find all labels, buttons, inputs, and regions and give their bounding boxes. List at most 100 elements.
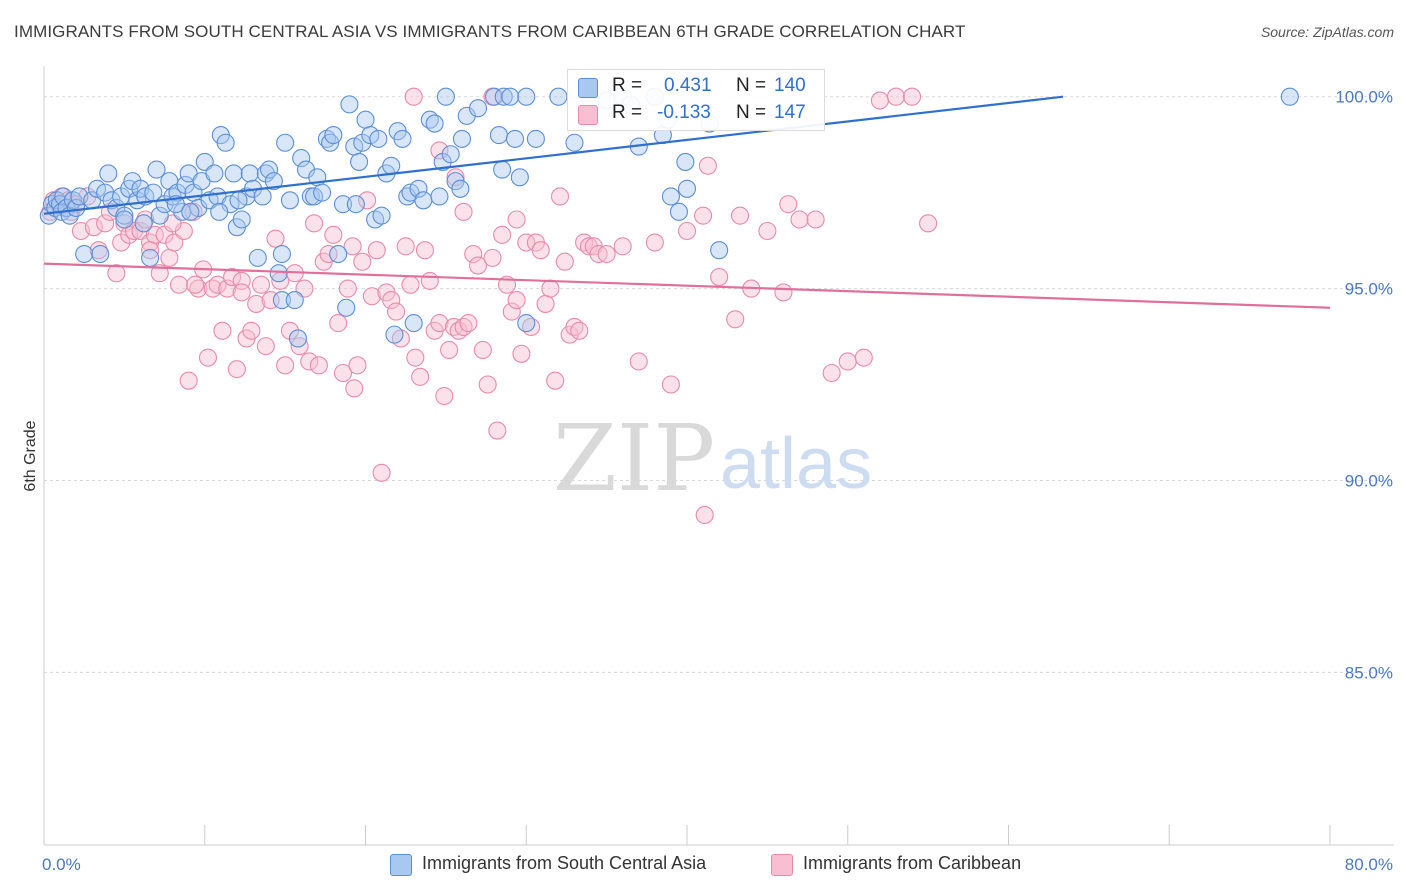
data-point-caribbean bbox=[96, 214, 115, 233]
data-point-south-central-asia bbox=[269, 264, 288, 283]
data-point-caribbean bbox=[454, 202, 473, 221]
data-point-caribbean bbox=[150, 264, 169, 283]
data-point-caribbean bbox=[343, 237, 362, 256]
data-point-south-central-asia bbox=[565, 133, 584, 152]
legend-r-value: 0.431 bbox=[664, 75, 712, 96]
data-point-south-central-asia bbox=[393, 129, 412, 148]
data-point-caribbean bbox=[629, 352, 648, 371]
data-point-south-central-asia bbox=[369, 129, 388, 148]
legend-n-label: N = bbox=[736, 75, 767, 96]
data-point-caribbean bbox=[790, 210, 809, 229]
legend-n-value: 140 bbox=[774, 75, 806, 96]
data-point-caribbean bbox=[507, 291, 526, 310]
data-point-south-central-asia bbox=[280, 191, 299, 210]
series-legend: Immigrants from South Central Asia Immig… bbox=[0, 852, 1406, 878]
data-point-caribbean bbox=[536, 294, 555, 313]
data-point-caribbean bbox=[160, 248, 179, 267]
data-point-caribbean bbox=[218, 279, 237, 298]
data-point-caribbean bbox=[478, 375, 497, 394]
data-point-caribbean bbox=[459, 314, 478, 333]
legend-row-south-central-asia: R = 0.431 N = 140 bbox=[578, 74, 818, 100]
data-point-caribbean bbox=[464, 244, 483, 264]
data-point-south-central-asia bbox=[409, 179, 428, 198]
data-point-south-central-asia bbox=[494, 87, 513, 106]
data-point-caribbean bbox=[107, 264, 126, 283]
data-point-caribbean bbox=[232, 283, 251, 302]
watermark-atlas: atlas bbox=[720, 424, 872, 504]
data-point-south-central-asia bbox=[253, 187, 272, 206]
data-point-caribbean bbox=[266, 229, 285, 248]
data-point-caribbean bbox=[251, 275, 271, 294]
trend-line-caribbean bbox=[43, 262, 1331, 309]
data-point-caribbean bbox=[305, 214, 324, 233]
data-point-caribbean bbox=[919, 214, 938, 233]
data-point-caribbean bbox=[579, 237, 598, 256]
data-point-caribbean bbox=[806, 210, 825, 229]
data-point-caribbean bbox=[401, 275, 420, 294]
legend-row-caribbean: R = -0.133 N = 147 bbox=[578, 101, 818, 127]
data-point-south-central-asia bbox=[210, 202, 229, 221]
data-point-caribbean bbox=[613, 237, 632, 256]
data-point-caribbean bbox=[694, 206, 713, 225]
tick-labels: 85.0% 90.0% 95.0% 100.0% 0.0% 80.0% bbox=[42, 88, 1393, 874]
data-point-south-central-asia bbox=[313, 183, 332, 202]
data-point-south-central-asia bbox=[510, 168, 529, 187]
data-point-caribbean bbox=[483, 248, 502, 267]
data-point-south-central-asia bbox=[248, 248, 267, 267]
data-point-south-central-asia bbox=[1280, 87, 1299, 106]
data-point-caribbean bbox=[886, 87, 906, 106]
data-point-south-central-asia bbox=[181, 202, 200, 221]
data-point-caribbean bbox=[468, 256, 488, 275]
data-point-south-central-asia bbox=[425, 114, 444, 133]
data-point-caribbean bbox=[435, 386, 454, 406]
data-point-south-central-asia bbox=[451, 179, 470, 198]
data-point-south-central-asia bbox=[150, 206, 169, 225]
data-point-caribbean bbox=[822, 363, 841, 383]
data-point-caribbean bbox=[473, 340, 492, 360]
legend-r-label: R = bbox=[612, 102, 643, 123]
data-point-caribbean bbox=[517, 233, 536, 252]
data-point-south-central-asia bbox=[264, 172, 283, 191]
data-point-south-central-asia bbox=[216, 133, 235, 152]
stats-legend: R = 0.431 N = 140 R = -0.133 N = 147 bbox=[567, 69, 825, 131]
data-point-caribbean bbox=[488, 421, 507, 440]
data-point-south-central-asia bbox=[232, 210, 251, 229]
legend-swatch-blue bbox=[578, 78, 598, 98]
data-point-south-central-asia bbox=[430, 187, 449, 206]
data-point-south-central-asia bbox=[292, 149, 311, 168]
data-point-caribbean bbox=[348, 356, 367, 375]
y-tick-label: 90.0% bbox=[1345, 471, 1393, 490]
data-point-south-central-asia bbox=[259, 160, 279, 179]
data-point-caribbean bbox=[115, 214, 134, 233]
data-point-south-central-asia bbox=[285, 291, 304, 310]
data-point-caribbean bbox=[84, 218, 103, 237]
data-point-caribbean bbox=[838, 352, 857, 371]
x-tick-label: 0.0% bbox=[42, 855, 81, 874]
legend-r-label: R = bbox=[612, 75, 643, 96]
data-point-south-central-asia bbox=[329, 244, 348, 264]
data-point-caribbean bbox=[353, 252, 372, 271]
data-point-caribbean bbox=[367, 241, 386, 260]
data-point-caribbean bbox=[446, 168, 465, 187]
data-point-south-central-asia bbox=[229, 191, 248, 210]
data-point-caribbean bbox=[710, 268, 729, 287]
data-point-caribbean bbox=[276, 356, 295, 375]
data-point-caribbean bbox=[726, 310, 745, 329]
data-point-south-central-asia bbox=[115, 206, 134, 225]
data-point-south-central-asia bbox=[240, 164, 259, 183]
data-point-caribbean bbox=[870, 91, 889, 110]
data-point-south-central-asia bbox=[333, 195, 353, 214]
data-point-caribbean bbox=[345, 379, 364, 398]
data-point-caribbean bbox=[774, 283, 793, 302]
data-point-caribbean bbox=[546, 371, 565, 390]
data-point-caribbean bbox=[290, 337, 309, 356]
legend-swatch-pink bbox=[771, 854, 793, 876]
data-point-south-central-asia bbox=[337, 298, 356, 317]
data-point-south-central-asia bbox=[436, 87, 455, 106]
data-point-caribbean bbox=[531, 241, 550, 260]
data-point-south-central-asia bbox=[75, 244, 94, 264]
data-point-caribbean bbox=[242, 321, 261, 340]
data-point-south-central-asia bbox=[676, 152, 695, 171]
data-point-caribbean bbox=[333, 363, 353, 383]
data-point-south-central-asia bbox=[224, 164, 243, 183]
